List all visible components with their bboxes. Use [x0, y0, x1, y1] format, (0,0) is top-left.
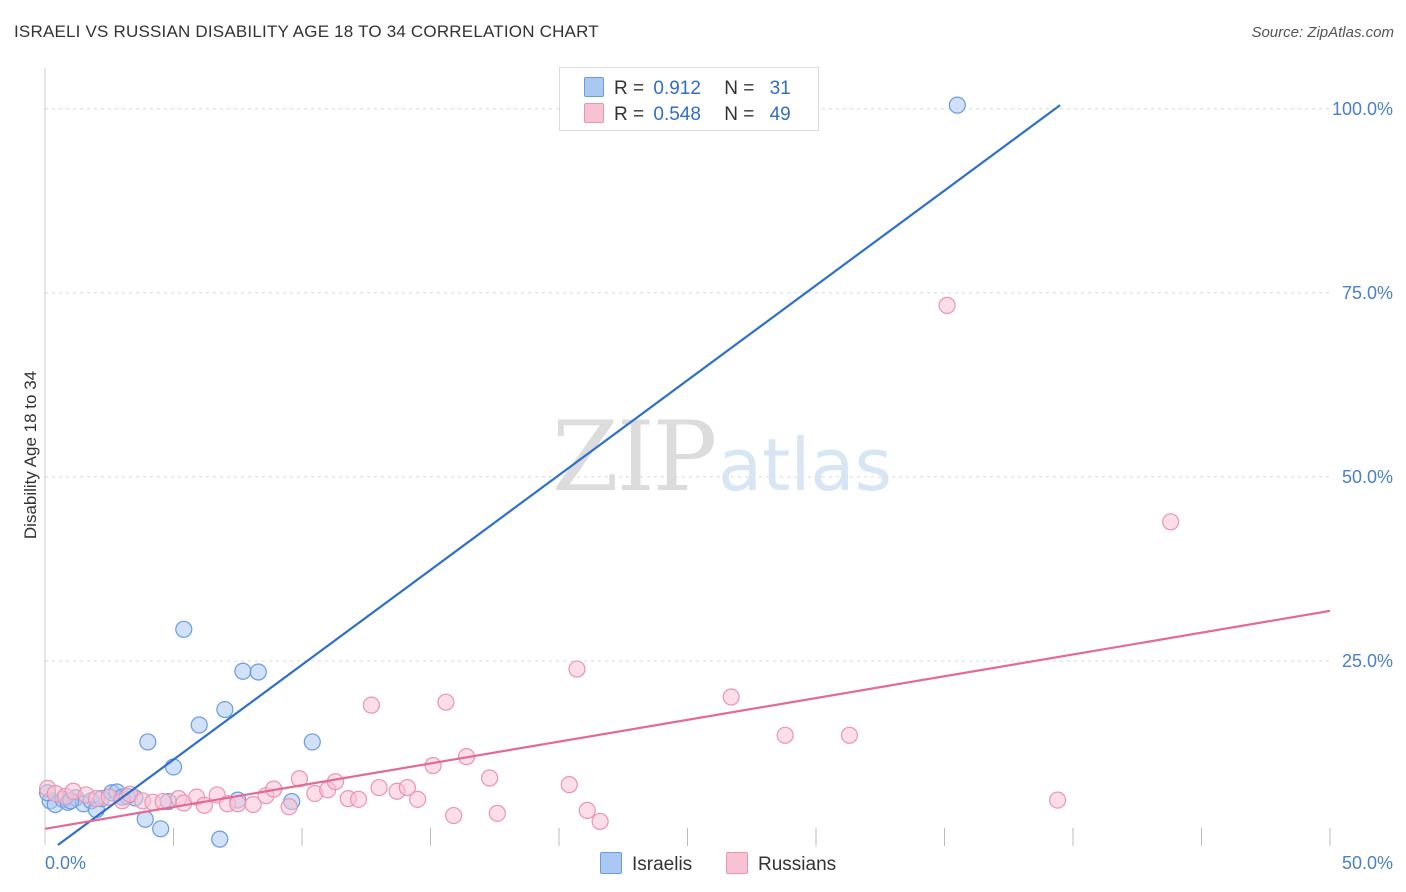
- russians-legend-swatch: [726, 852, 748, 874]
- russians-point: [409, 790, 427, 808]
- russians-point: [1048, 791, 1067, 809]
- legend-item-russians: Russians: [726, 852, 836, 876]
- israelis-point: [249, 663, 267, 681]
- russians-point: [591, 812, 609, 831]
- israelis-point: [175, 620, 193, 638]
- y-tick-label: 75.0%: [1342, 283, 1393, 303]
- israelis-legend-swatch: [600, 852, 622, 874]
- israelis-point: [948, 96, 966, 114]
- israelis-trendline: [57, 104, 1061, 846]
- legend-row-israelis: R = 0.912 N = 31: [584, 77, 791, 101]
- russians-swatch: [584, 103, 604, 123]
- russians-point: [437, 693, 455, 711]
- watermark: ZIP atlas: [552, 401, 892, 513]
- russians-point: [1162, 513, 1180, 531]
- watermark-zip: ZIP: [552, 401, 715, 513]
- russians-point: [398, 778, 416, 797]
- israelis-point: [216, 700, 234, 719]
- israelis-n-value: 31: [769, 78, 791, 99]
- israelis-point: [303, 733, 321, 751]
- russians-trendline: [44, 609, 1331, 830]
- israelis-n-label: N =: [724, 78, 755, 99]
- russians-point: [776, 726, 794, 744]
- russians-point: [445, 806, 463, 825]
- israelis-point: [190, 716, 208, 734]
- stats-legend: R = 0.912 N = 31 R = 0.548 N = 49: [559, 67, 819, 131]
- israelis-r-label: R =: [614, 78, 645, 99]
- russians-point: [938, 296, 956, 314]
- israelis-r-value: 0.912: [653, 78, 701, 99]
- russians-point: [840, 726, 859, 744]
- russians-legend-label: Russians: [758, 854, 837, 875]
- y-axis-label: Disability Age 18 to 34: [21, 371, 40, 539]
- israelis-point: [211, 830, 229, 848]
- russians-point: [195, 796, 213, 814]
- israelis-point: [164, 758, 183, 776]
- source-label: Source: ZipAtlas.com: [1251, 24, 1394, 41]
- russians-point: [568, 660, 586, 678]
- russians-r-label: R =: [614, 104, 645, 125]
- russians-point: [481, 769, 499, 787]
- russians-point: [560, 776, 578, 794]
- y-tick-label: 50.0%: [1342, 467, 1393, 487]
- y-tick-label: 25.0%: [1342, 651, 1393, 671]
- x-tick-label: 0.0%: [45, 853, 86, 873]
- legend-item-israelis: Israelis: [600, 852, 692, 876]
- russians-point: [349, 790, 368, 808]
- russians-point: [488, 804, 506, 822]
- russians-n-value: 49: [769, 104, 791, 125]
- russians-r-value: 0.548: [653, 104, 701, 125]
- russians-n-label: N =: [724, 104, 755, 125]
- watermark-atlas: atlas: [718, 423, 892, 507]
- russians-point: [424, 756, 442, 775]
- grid-layer: [45, 108, 1330, 662]
- russians-point: [370, 778, 388, 797]
- legend-row-russians: R = 0.548 N = 49: [584, 103, 791, 127]
- israelis-point: [152, 820, 170, 838]
- y-tick-label: 100.0%: [1332, 99, 1393, 119]
- x-tick-label: 50.0%: [1342, 853, 1393, 873]
- russians-point: [244, 795, 262, 814]
- israelis-point: [139, 733, 157, 751]
- russians-point: [280, 798, 298, 816]
- trend-layer: [44, 104, 1331, 846]
- russians-point: [326, 773, 345, 791]
- russians-point: [722, 688, 740, 706]
- russians-point: [362, 696, 380, 714]
- israelis-legend-label: Israelis: [632, 854, 693, 875]
- chart-title: ISRAELI VS RUSSIAN DISABILITY AGE 18 TO …: [14, 22, 599, 41]
- russians-point: [578, 801, 596, 819]
- russians-series: [38, 296, 1180, 831]
- axes-layer: 25.0% 50.0% 75.0% 100.0% 0.0% 50.0%: [44, 68, 1393, 873]
- israelis-point: [234, 662, 252, 680]
- israelis-swatch: [584, 77, 604, 97]
